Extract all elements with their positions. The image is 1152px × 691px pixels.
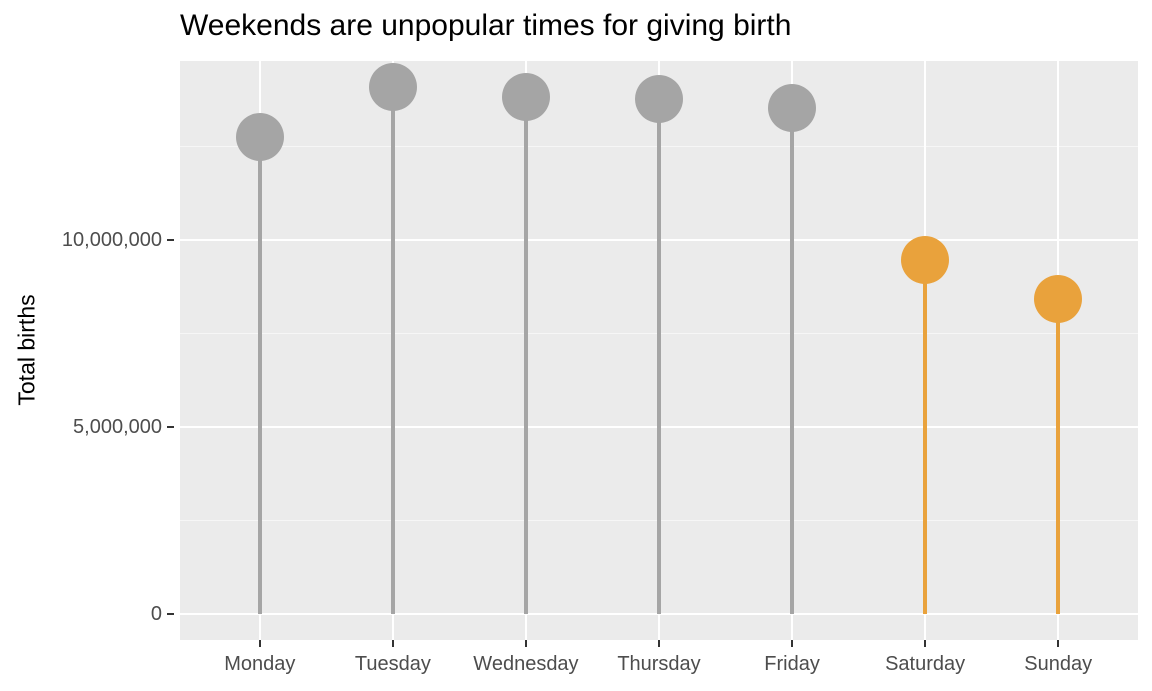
x-tick-label: Saturday — [885, 653, 966, 675]
x-tick-mark — [791, 640, 794, 647]
y-axis-title: Total births — [13, 294, 40, 406]
y-tick-mark — [167, 239, 174, 242]
lollipop-dot — [501, 73, 550, 122]
x-tick-label: Friday — [764, 653, 820, 675]
y-tick-label: 0 — [150, 602, 162, 625]
x-tick-mark — [658, 640, 660, 647]
y-tick-label: 10,000,000 — [61, 229, 162, 252]
x-tick-label: Sunday — [1024, 653, 1093, 675]
lollipop-dot — [368, 63, 417, 112]
lollipop-dot — [768, 84, 817, 133]
y-tick-mark — [167, 425, 174, 428]
y-tick-mark — [167, 612, 174, 615]
lollipop-stem — [790, 108, 795, 614]
x-tick-label: Monday — [224, 653, 296, 675]
lollipop-dot — [1034, 275, 1083, 324]
plot-panel — [180, 61, 1138, 640]
x-tick-mark — [924, 640, 927, 647]
lollipop-dot — [901, 235, 950, 284]
lollipop-dot — [635, 74, 683, 123]
y-tick-label: 5,000,000 — [73, 415, 162, 438]
lollipop-dot — [235, 113, 284, 162]
chart-title: Weekends are unpopular times for giving … — [180, 9, 792, 42]
x-tick-mark — [524, 640, 527, 647]
lollipop-stem — [657, 98, 661, 614]
lollipop-stem — [390, 87, 395, 614]
x-tick-label: Thursday — [617, 653, 701, 675]
x-tick-mark — [1057, 640, 1060, 647]
x-tick-label: Wednesday — [473, 653, 579, 675]
lollipop-stem — [257, 137, 262, 614]
lollipop-stem — [923, 259, 928, 614]
x-tick-label: Tuesday — [354, 653, 431, 675]
x-tick-mark — [391, 640, 394, 647]
lollipop-stem — [1056, 299, 1061, 614]
lollipop-stem — [523, 97, 528, 614]
x-tick-mark — [258, 640, 261, 647]
